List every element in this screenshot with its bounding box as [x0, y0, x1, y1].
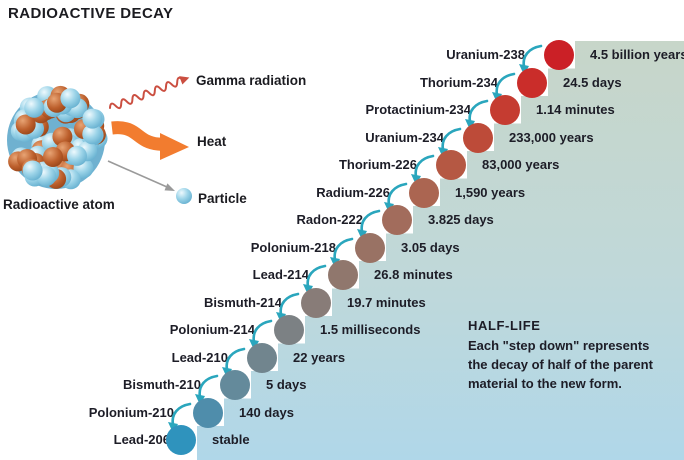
half-life-value: stable [212, 432, 250, 447]
half-life-note: HALF-LIFE Each "step down" represents th… [468, 316, 673, 393]
half-life-value: 4.5 billion years [590, 47, 684, 62]
element-name: Lead-206 [113, 432, 170, 447]
isotope-dot [328, 260, 358, 290]
legend-gamma-label: Gamma radiation [196, 73, 307, 88]
half-life-value: 1,590 years [455, 184, 526, 200]
isotope-dot [193, 397, 223, 428]
half-life-note-line: Each "step down" represents [468, 338, 650, 353]
element-name: Uranium-234 [365, 129, 444, 145]
half-life-value: 5 days [266, 377, 307, 392]
radioactive-atom-illustration [7, 85, 108, 190]
atom-label: Radioactive atom [3, 197, 115, 212]
half-life-note-line: material to the new form. [468, 376, 622, 391]
half-life-value: 3.05 days [401, 239, 460, 255]
isotope-dot [355, 232, 385, 263]
half-life-note-title: HALF-LIFE [468, 318, 541, 333]
element-name: Thorium-226 [338, 157, 417, 172]
isotope-dot [517, 67, 547, 98]
isotope-dot [436, 150, 466, 180]
page-title: RADIOACTIVE DECAY [8, 5, 174, 22]
half-life-value: 26.8 minutes [374, 267, 453, 282]
element-name: Bismuth-214 [203, 294, 282, 310]
element-name: Thorium-234 [419, 74, 498, 90]
element-name: Radium-226 [316, 184, 390, 200]
half-life-value: 19.7 minutes [347, 294, 426, 310]
isotope-dot [247, 342, 277, 373]
element-name: Bismuth-210 [122, 377, 201, 392]
half-life-note-line: the decay of half of the parent [468, 357, 653, 372]
half-life-value: 22 years [293, 349, 346, 365]
element-name: Polonium-210 [88, 404, 174, 420]
gamma-wave-icon [109, 76, 190, 110]
half-life-value: 1.5 milliseconds [320, 322, 421, 337]
element-name: Lead-214 [252, 267, 309, 282]
element-name: Lead-210 [171, 349, 228, 365]
half-life-value: 140 days [239, 404, 294, 420]
legend-heat-label: Heat [197, 134, 227, 149]
isotope-dot [544, 40, 574, 70]
particle-pointer-icon [107, 160, 192, 204]
element-name: Protactinium-234 [365, 102, 471, 117]
half-life-value: 3.825 days [428, 212, 494, 227]
half-life-value: 24.5 days [563, 74, 622, 90]
element-name: Radon-222 [296, 212, 363, 227]
particle-sphere-icon [176, 188, 192, 204]
isotope-dot [220, 370, 250, 400]
isotope-dot [301, 287, 331, 318]
isotope-dot [166, 425, 196, 455]
isotope-dot [274, 315, 304, 345]
half-life-value: 83,000 years [482, 157, 560, 172]
element-name: Polonium-218 [250, 239, 336, 255]
isotope-dot [490, 95, 520, 125]
isotope-dot [409, 177, 439, 208]
element-name: Polonium-214 [169, 322, 255, 337]
isotope-dot [382, 205, 412, 235]
isotope-dot [463, 122, 493, 153]
element-name: Uranium-238 [446, 47, 525, 62]
half-life-value: 233,000 years [509, 129, 594, 145]
heat-arrow-icon [111, 121, 189, 160]
half-life-value: 1.14 minutes [536, 102, 615, 117]
legend-particle-label: Particle [198, 191, 247, 206]
